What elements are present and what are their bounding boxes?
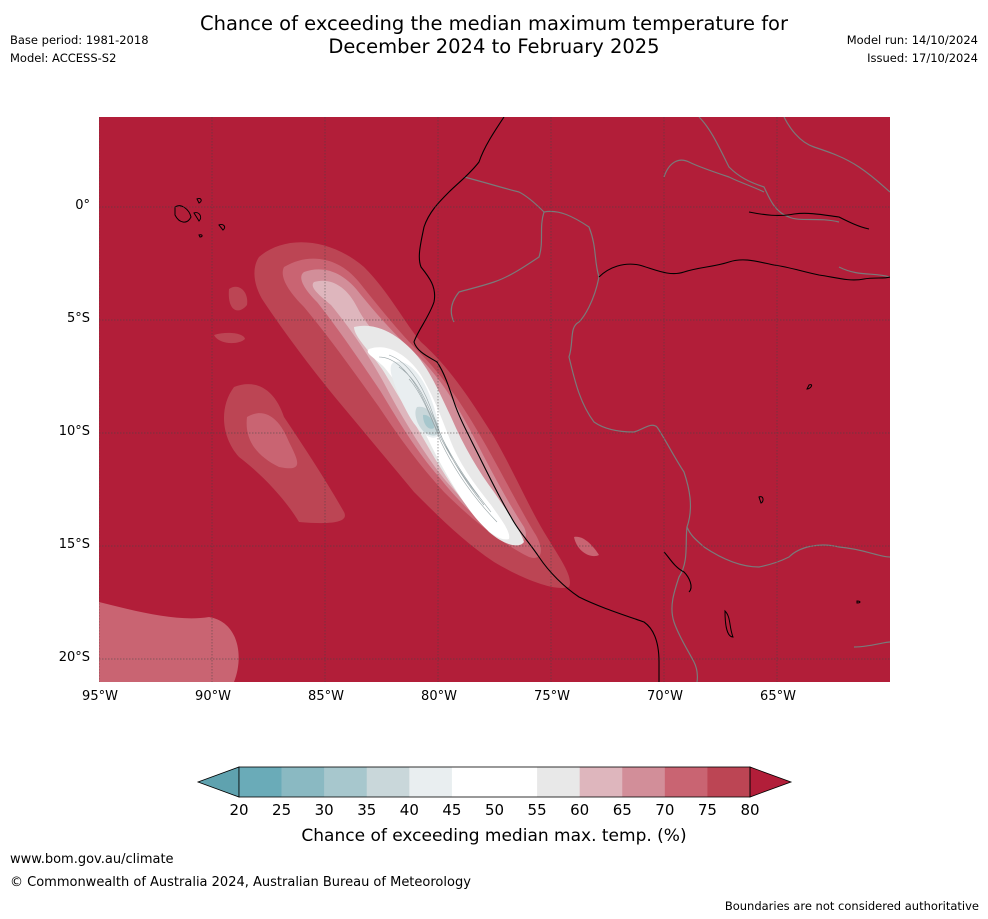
colorbar-cell	[664, 767, 708, 797]
colorbar-cell	[622, 767, 666, 797]
colorbar-cell	[324, 767, 368, 797]
contour-coastal-35	[423, 414, 434, 429]
title-line-1: Chance of exceeding the median maximum t…	[199, 12, 789, 35]
colorbar	[196, 766, 793, 798]
page-title: Chance of exceeding the median maximum t…	[0, 12, 988, 58]
contour-patch-1	[228, 286, 248, 311]
lon-label-80w: 80°W	[421, 689, 457, 704]
colorbar-tick-label: 40	[399, 801, 419, 819]
meta-left: Base period: 1981-2018 Model: ACCESS-S2	[10, 31, 149, 67]
colorbar-label: Chance of exceeding median max. temp. (%…	[301, 826, 687, 846]
lat-label-0: 0°	[75, 198, 90, 213]
colorbar-cell	[451, 767, 495, 797]
colorbar-tick-label: 25	[272, 801, 292, 819]
contour-patch-3	[574, 536, 599, 557]
lon-label-75w: 75°W	[534, 689, 570, 704]
colorbar-cell	[579, 767, 623, 797]
colorbar-cell	[409, 767, 453, 797]
contour-sw-70	[99, 602, 239, 682]
contour-patch-2	[214, 332, 245, 344]
coastlines	[413, 117, 890, 682]
colorbar-cell	[366, 767, 410, 797]
issued-date: Issued: 17/10/2024	[867, 51, 978, 65]
colorbar-tick-label: 80	[740, 801, 760, 819]
base-period: Base period: 1981-2018	[10, 33, 149, 47]
lat-label-15s: 15°S	[58, 537, 90, 552]
meta-right: Model run: 14/10/2024 Issued: 17/10/2024	[847, 31, 978, 67]
colorbar-tick-label: 55	[527, 801, 547, 819]
lon-label-65w: 65°W	[760, 689, 796, 704]
contour-coastal-50	[367, 347, 510, 540]
model-run: Model run: 14/10/2024	[846, 33, 978, 47]
contour-offshore-70	[246, 413, 298, 469]
colorbar-cell	[281, 767, 325, 797]
model-name: Model: ACCESS-S2	[10, 51, 117, 65]
lat-label-5s: 5°S	[66, 311, 90, 326]
website-link[interactable]: www.bom.gov.au/climate	[10, 852, 174, 867]
colorbar-cells	[239, 767, 751, 797]
lon-label-90w: 90°W	[195, 689, 231, 704]
colorbar-tick-label: 30	[314, 801, 334, 819]
colorbar-cell	[494, 767, 538, 797]
colorbar-under-arrow	[196, 766, 240, 798]
colorbar-tick-label: 35	[357, 801, 377, 819]
gridlines	[99, 117, 890, 682]
lat-label-20s: 20°S	[58, 650, 90, 665]
lon-label-95w: 95°W	[82, 689, 118, 704]
copyright-notice: © Commonwealth of Australia 2024, Austra…	[10, 875, 471, 890]
lon-label-70w: 70°W	[647, 689, 683, 704]
colorbar-tick-label: 60	[570, 801, 590, 819]
colorbar-frame	[238, 766, 751, 798]
colorbar-cell	[537, 767, 580, 797]
lon-label-85w: 85°W	[308, 689, 344, 704]
colorbar-tick-label: 20	[229, 801, 249, 819]
title-line-2: December 2024 to February 2025	[328, 35, 660, 58]
lat-label-10s: 10°S	[58, 424, 90, 439]
contour-coastal-lines	[378, 354, 498, 523]
colorbar-tick-label: 70	[655, 801, 675, 819]
disclaimer: Boundaries are not considered authoritat…	[724, 899, 979, 913]
colorbar-tick-label: 65	[612, 801, 632, 819]
forecast-map	[99, 117, 890, 682]
colorbar-over-arrow	[749, 766, 793, 798]
islands	[174, 198, 861, 638]
colorbar-tick-label: 50	[484, 801, 505, 819]
colorbar-tick-label: 45	[442, 801, 462, 819]
country-borders	[450, 117, 890, 682]
colorbar-tick-label: 75	[697, 801, 717, 819]
colorbar-cell	[239, 767, 282, 797]
colorbar-cell	[707, 767, 751, 797]
